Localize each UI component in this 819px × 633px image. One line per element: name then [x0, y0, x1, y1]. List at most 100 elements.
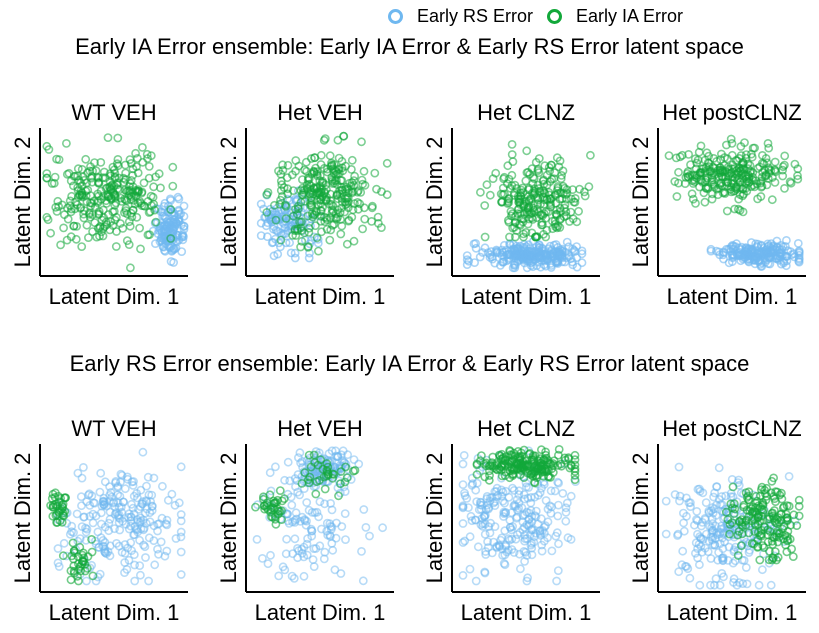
point-ia	[287, 170, 297, 180]
point-ia	[782, 513, 792, 523]
point-rs	[156, 537, 166, 547]
point-rs	[577, 249, 587, 259]
point-rs	[729, 578, 738, 587]
point-rs	[502, 245, 511, 255]
point-rs	[82, 497, 92, 507]
point-ia	[312, 233, 322, 243]
point-ia	[524, 183, 534, 193]
point-rs	[693, 529, 702, 539]
point-rs	[710, 488, 719, 498]
point-ia	[99, 167, 109, 177]
point-ia	[334, 168, 344, 178]
point-rs	[111, 476, 121, 486]
point-ia	[42, 169, 52, 178]
point-rs	[547, 546, 557, 556]
point-rs	[115, 525, 125, 535]
point-ia	[560, 200, 570, 209]
point-rs	[116, 469, 126, 479]
point-ia	[541, 453, 551, 463]
point-rs	[697, 547, 707, 557]
point-rs	[534, 257, 544, 267]
point-ia	[111, 242, 121, 251]
panel-title: Het postCLNZ	[662, 416, 801, 441]
point-rs	[572, 262, 582, 272]
point-rs	[150, 560, 160, 570]
point-ia	[70, 204, 80, 214]
point-ia	[780, 530, 790, 540]
point-rs	[307, 526, 317, 536]
point-rs	[277, 230, 287, 240]
point-rs	[525, 519, 534, 529]
point-rs	[523, 573, 532, 583]
point-rs	[465, 532, 475, 542]
point-ia	[523, 167, 533, 177]
point-rs	[291, 508, 301, 518]
point-rs	[700, 514, 710, 523]
point-ia	[684, 149, 693, 159]
point-ia	[290, 224, 300, 234]
point-rs	[510, 250, 519, 260]
point-rs	[116, 502, 126, 512]
point-ia	[771, 167, 780, 177]
point-rs	[685, 573, 695, 583]
point-rs	[695, 580, 705, 590]
point-ia	[120, 208, 129, 217]
point-rs	[176, 570, 186, 579]
point-ia	[690, 154, 700, 164]
point-ia	[742, 492, 752, 502]
point-ia	[719, 161, 729, 170]
point-ia	[79, 213, 89, 223]
point-rs	[555, 245, 565, 255]
point-rs	[278, 562, 288, 572]
point-ia	[342, 473, 352, 483]
point-ia	[708, 162, 718, 172]
point-rs	[499, 257, 508, 266]
point-ia	[512, 226, 521, 235]
point-ia	[507, 150, 517, 159]
point-rs	[129, 491, 139, 501]
point-rs	[661, 529, 671, 539]
point-ia	[575, 184, 584, 194]
point-ia	[748, 180, 758, 190]
point-ia	[492, 459, 502, 468]
point-ia	[734, 204, 743, 214]
point-rs	[171, 534, 181, 543]
point-ia	[300, 468, 310, 477]
point-rs	[315, 497, 325, 507]
point-ia	[569, 197, 579, 207]
point-ia	[339, 131, 349, 141]
point-rs	[320, 499, 329, 509]
point-ia	[337, 221, 347, 231]
point-rs	[149, 536, 159, 545]
point-ia	[739, 500, 749, 510]
point-rs	[514, 490, 524, 499]
x-axis-label: Latent Dim. 1	[461, 284, 592, 309]
point-rs	[114, 513, 124, 522]
point-ia	[276, 235, 286, 245]
point-ia	[584, 182, 594, 192]
point-ia	[292, 209, 302, 219]
point-rs	[480, 511, 489, 521]
point-ia	[778, 162, 788, 172]
point-rs	[547, 502, 556, 512]
point-ia	[519, 232, 528, 242]
point-ia	[562, 185, 572, 195]
point-rs	[537, 546, 547, 556]
point-rs	[174, 215, 184, 224]
point-ia	[501, 467, 511, 477]
point-rs	[267, 238, 277, 248]
point-rs	[793, 238, 803, 248]
point-ia	[149, 182, 158, 192]
point-ia	[268, 512, 277, 522]
point-rs	[514, 251, 524, 260]
point-ia	[77, 242, 87, 251]
point-rs	[772, 242, 782, 252]
point-ia	[505, 445, 514, 455]
point-rs	[165, 194, 175, 204]
point-ia	[707, 194, 717, 204]
point-rs	[337, 522, 347, 531]
point-rs	[491, 486, 501, 496]
point-ia	[77, 556, 87, 566]
point-rs	[154, 226, 164, 235]
point-ia	[275, 199, 285, 209]
